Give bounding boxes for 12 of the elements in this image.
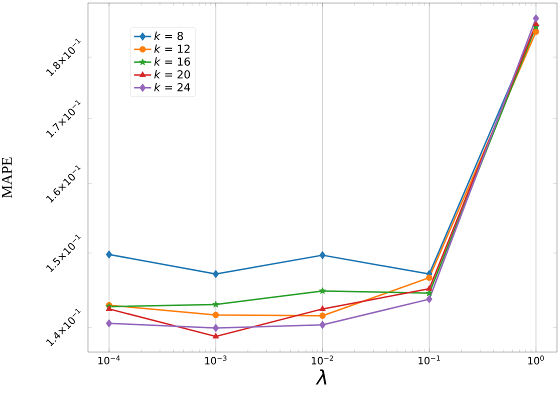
x-tick-label: 10$^{−4}$ bbox=[98, 356, 120, 364]
x-tick-label: 10$^{−3}$ bbox=[205, 356, 226, 364]
legend-label: k = 20 bbox=[154, 70, 190, 79]
legend-label: k = 16 bbox=[154, 57, 190, 66]
x-tick-label: 10$^{0}$ bbox=[528, 356, 544, 364]
x-tick-label: 10$^{−2}$ bbox=[312, 356, 334, 364]
y-axis-title: MAPE bbox=[2, 158, 12, 198]
x-axis-title: λ bbox=[316, 369, 326, 384]
legend-label: k = 12 bbox=[154, 44, 190, 53]
x-tick-label: 10$^{−1}$ bbox=[418, 356, 440, 364]
legend-label: k = 8 bbox=[154, 32, 183, 40]
legend-label: k = 24 bbox=[154, 82, 190, 92]
